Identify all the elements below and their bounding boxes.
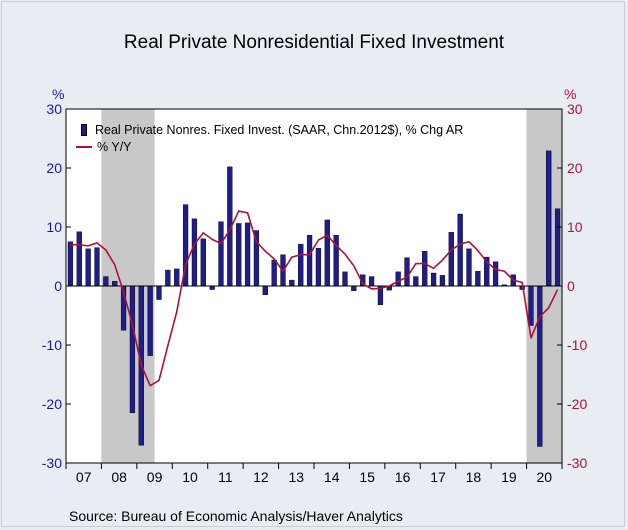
bar bbox=[174, 268, 180, 287]
bar bbox=[546, 150, 552, 287]
bar bbox=[67, 241, 74, 287]
left-tick-label: -30 bbox=[42, 455, 62, 471]
x-tick-label: 14 bbox=[324, 469, 340, 485]
right-tick-label: 10 bbox=[567, 219, 583, 235]
line-series-layer bbox=[70, 210, 559, 387]
bar bbox=[129, 285, 136, 414]
bar bbox=[85, 248, 91, 287]
left-tick-label: 30 bbox=[46, 101, 62, 117]
bar bbox=[315, 248, 322, 287]
x-tick-label: 18 bbox=[466, 469, 482, 485]
bar bbox=[324, 219, 330, 287]
left-axis-unit: % bbox=[52, 86, 65, 102]
left-tick-label: -10 bbox=[42, 337, 62, 353]
left-tick-label: 0 bbox=[54, 278, 62, 294]
bar bbox=[466, 248, 472, 287]
bar bbox=[413, 276, 419, 287]
bar bbox=[94, 247, 100, 287]
bar bbox=[165, 269, 171, 287]
right-axis-unit: % bbox=[564, 86, 577, 102]
legend-line-swatch bbox=[76, 145, 92, 148]
chart-title: Real Private Nonresidential Fixed Invest… bbox=[123, 32, 505, 53]
bar bbox=[112, 281, 118, 287]
x-tick-label: 16 bbox=[395, 469, 411, 485]
right-tick-label: -10 bbox=[567, 337, 587, 353]
bar bbox=[244, 222, 251, 287]
legend: Real Private Nonres. Fixed Invest. (SAAR… bbox=[75, 121, 463, 155]
bar bbox=[262, 285, 268, 296]
bar bbox=[298, 243, 304, 287]
bar bbox=[200, 238, 206, 287]
x-tick-label: 11 bbox=[218, 469, 233, 485]
left-tick-label: 10 bbox=[46, 219, 62, 235]
x-tick-label: 17 bbox=[430, 469, 446, 485]
legend-label-bars: Real Private Nonres. Fixed Invest. (SAAR… bbox=[95, 122, 464, 137]
legend-item-line: % Y/Y bbox=[75, 138, 463, 155]
right-tick-label: 0 bbox=[567, 278, 575, 294]
bar bbox=[76, 231, 82, 287]
bar bbox=[475, 271, 481, 287]
bar bbox=[306, 235, 313, 287]
bar bbox=[236, 223, 242, 287]
legend-bar-swatch bbox=[81, 123, 87, 136]
x-tick-label: 10 bbox=[182, 469, 198, 485]
right-tick-label: -30 bbox=[567, 455, 587, 471]
bar bbox=[342, 271, 348, 287]
x-tick-label: 09 bbox=[147, 469, 163, 485]
bar bbox=[103, 276, 109, 287]
x-tick-label: 08 bbox=[111, 469, 127, 485]
x-tick-label: 20 bbox=[536, 469, 552, 485]
bar bbox=[289, 279, 295, 287]
x-tick-label: 07 bbox=[76, 469, 92, 485]
right-tick-label: 20 bbox=[567, 160, 583, 176]
bar bbox=[422, 250, 428, 287]
x-tick-label: 12 bbox=[253, 469, 269, 485]
yoy-line bbox=[70, 210, 559, 387]
x-tick-label: 15 bbox=[359, 469, 375, 485]
bar bbox=[537, 285, 543, 447]
bar bbox=[209, 285, 215, 290]
bar bbox=[528, 285, 534, 326]
left-tick-label: 20 bbox=[46, 160, 62, 176]
left-tick-label: -20 bbox=[42, 396, 62, 412]
x-tick-label: 19 bbox=[501, 469, 517, 485]
bar bbox=[395, 271, 401, 287]
bar bbox=[430, 272, 437, 287]
right-tick-label: -20 bbox=[567, 396, 587, 412]
bar bbox=[404, 257, 410, 287]
source-note: Source: Bureau of Economic Analysis/Have… bbox=[69, 508, 403, 524]
bar bbox=[351, 285, 357, 291]
x-tick-label: 13 bbox=[288, 469, 304, 485]
bar bbox=[156, 285, 162, 300]
legend-label-line: % Y/Y bbox=[97, 139, 132, 154]
bar bbox=[554, 208, 561, 287]
bar bbox=[448, 232, 454, 287]
bar bbox=[368, 276, 375, 287]
bar bbox=[271, 259, 277, 287]
bar bbox=[147, 285, 153, 356]
bar bbox=[457, 213, 463, 287]
right-tick-label: 30 bbox=[567, 101, 583, 117]
bar bbox=[492, 261, 499, 287]
bar bbox=[218, 221, 224, 287]
axes-layer: 30 20 10 0 -10 -20 -30 30 20 10 0 -10 -20 -30 07 08 09 10… bbox=[42, 101, 588, 485]
legend-item-bars: Real Private Nonres. Fixed Invest. (SAAR… bbox=[75, 121, 463, 138]
bar bbox=[439, 275, 446, 287]
bar bbox=[191, 218, 198, 287]
